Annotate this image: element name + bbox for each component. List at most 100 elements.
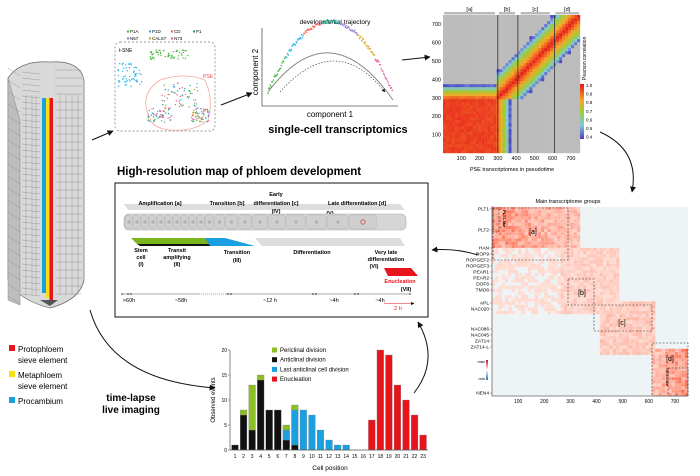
gene-label: HAN [479, 246, 490, 252]
gene-label: PEAR1 [473, 270, 489, 276]
tsne-legend-dot [148, 37, 152, 40]
x-tick-label: 19 [386, 454, 392, 460]
protophloem-swatch [9, 345, 15, 351]
x-tick-label: 12 [326, 454, 332, 460]
x-tick-label: 20 [395, 454, 401, 460]
legend-label: Enucleation [280, 377, 311, 383]
heatmap-y-tick: 400 [432, 77, 441, 83]
colorbar-tick: 0.5 [586, 126, 593, 131]
transcriptome-x-tick: 700 [671, 399, 680, 405]
colorbar [580, 84, 584, 139]
correlation-heatmap: [a] [b] [c] [d] 100 200 300 400 500 600 700 700 600 5… [432, 7, 593, 173]
bar-last-anticlinal-cell-division-11 [316, 429, 325, 451]
colorbar-tick: 0.7 [586, 109, 593, 114]
bar-periclinal-division-7 [282, 424, 290, 431]
legend-label: Procambium [18, 397, 63, 406]
group-b-label: [b] [578, 290, 586, 297]
trajectory-panel: developmental trajectory component 1 com… [251, 19, 408, 136]
gene-label: PLT1 [478, 207, 489, 213]
trajectory-xlabel: component 1 [307, 110, 354, 119]
x-tick-label: 10 [309, 454, 315, 460]
phase-amplification: Amplification [a] [138, 201, 181, 207]
stage-transit-num: (II) [174, 262, 181, 268]
heatmap-x-tick: 600 [548, 156, 557, 162]
transcriptome-groups: Main transcriptome groups [a] [b] [c] [d… [466, 199, 689, 405]
enucleation-bar [384, 268, 418, 276]
x-tick-label: 1 [234, 454, 237, 460]
gene-label: ROPGEF2 [466, 258, 489, 264]
heatmap-y-tick: 600 [432, 41, 441, 47]
phase-transition: Transition [b] [210, 201, 245, 207]
x-tick-label: 21 [403, 454, 409, 460]
bar-enucleation-19 [385, 354, 393, 451]
trajectory-ylabel: component 2 [251, 48, 260, 95]
bar-periclinal-division-4 [257, 374, 265, 381]
group-c-label: [c] [618, 320, 625, 327]
heatmap-x-tick: 400 [511, 156, 520, 162]
tsne-legend-label: N73 [174, 36, 183, 41]
phloem-map: Amplification [a] Transition [b] Early d… [114, 182, 429, 318]
tsne-legend-dot [170, 37, 174, 40]
transcriptome-x-tick: 100 [514, 399, 523, 405]
transition-bar [205, 238, 255, 246]
heatmap-group-label: [d] [564, 7, 571, 13]
stage-stem-2: cell [136, 255, 146, 261]
heatmap-x-tick: 100 [457, 156, 466, 162]
metaphloem-swatch [9, 371, 15, 377]
legend-swatch [272, 366, 277, 372]
bar-anticlinal-division-3 [248, 429, 256, 451]
stage-stem: Stem [134, 248, 148, 254]
flow-arrows [89, 54, 636, 394]
stage-transit: Transit [168, 248, 186, 254]
single-cell-title: single-cell transcriptomics [268, 124, 407, 136]
x-tick-label: 3 [251, 454, 254, 460]
transcriptome-title: Main transcriptome groups [535, 199, 600, 205]
heatmap-group-label: [b] [504, 7, 511, 13]
bar-periclinal-division-8 [291, 404, 299, 411]
stage-very-late-num: (VI) [370, 264, 379, 270]
legend-label: Anticlinal division [280, 358, 326, 364]
bar-enucleation-22 [410, 414, 419, 451]
stage-transition: Transition [224, 250, 251, 256]
gene-label: NAC086 [471, 327, 489, 333]
legend-swatch [272, 357, 277, 363]
bar-last-anticlinal-cell-division-10 [308, 414, 316, 451]
y-tick-label: 10 [221, 398, 227, 404]
duration-late: ~4h [329, 298, 338, 304]
bar-periclinal-division-3 [248, 384, 256, 431]
procambium-stripe [42, 98, 46, 293]
bar-chart: Periclinal division Anticlinal division La… [211, 347, 428, 472]
cell [348, 214, 377, 230]
bar-anticlinal-division-7 [282, 439, 290, 451]
colorbar-tick: 1.0 [586, 83, 593, 88]
legend-label: Last anticlinal cell division [280, 367, 349, 373]
phase-early-diff-2: differentiation [c] [254, 201, 299, 207]
bar-enucleation-20 [393, 384, 401, 451]
gene-label: TMO6 [476, 288, 490, 294]
x-tick-label: 5 [268, 454, 271, 460]
tsne-legend-dot [148, 30, 152, 33]
y-axis-label: Observed events [211, 377, 217, 422]
bar-anticlinal-division-4 [257, 379, 265, 451]
stage-enucleation-num: (VII) [401, 287, 412, 293]
time-lapse-title: time-lapse live imaging [102, 393, 160, 416]
stage-very-late-2: differentiation [368, 257, 405, 263]
duration-enucleation: 2 h [394, 306, 402, 312]
bar-last-anticlinal-cell-division-13 [334, 444, 342, 451]
gene-label: PLT2 [478, 228, 489, 234]
stage-differentiation: Differentiation [293, 250, 331, 256]
heatmap-y-tick: 500 [432, 59, 441, 65]
colorbar-label: Pearson correlation [582, 36, 588, 80]
heatmap-y-tick: 700 [432, 22, 441, 28]
legend-label: sieve element [18, 382, 68, 391]
gene-label: NAC045 [471, 333, 489, 339]
gene-label: NAC020 [471, 307, 489, 313]
duration-stem: >60h [123, 298, 135, 304]
heatmap-x-tick: 300 [493, 156, 502, 162]
bar-enucleation-17 [368, 419, 376, 451]
x-tick-label: 15 [352, 454, 358, 460]
x-axis-label: Cell position [312, 465, 348, 472]
pse-label: PSE [203, 74, 214, 80]
x-tick-label: 22 [412, 454, 418, 460]
x-tick-label: 6 [276, 454, 279, 460]
